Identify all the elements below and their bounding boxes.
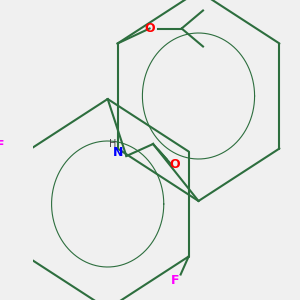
Text: F: F: [0, 139, 4, 152]
Text: O: O: [144, 22, 155, 35]
Text: F: F: [171, 274, 179, 287]
Text: H: H: [109, 139, 117, 149]
Text: O: O: [169, 158, 180, 172]
Text: N: N: [113, 146, 124, 160]
